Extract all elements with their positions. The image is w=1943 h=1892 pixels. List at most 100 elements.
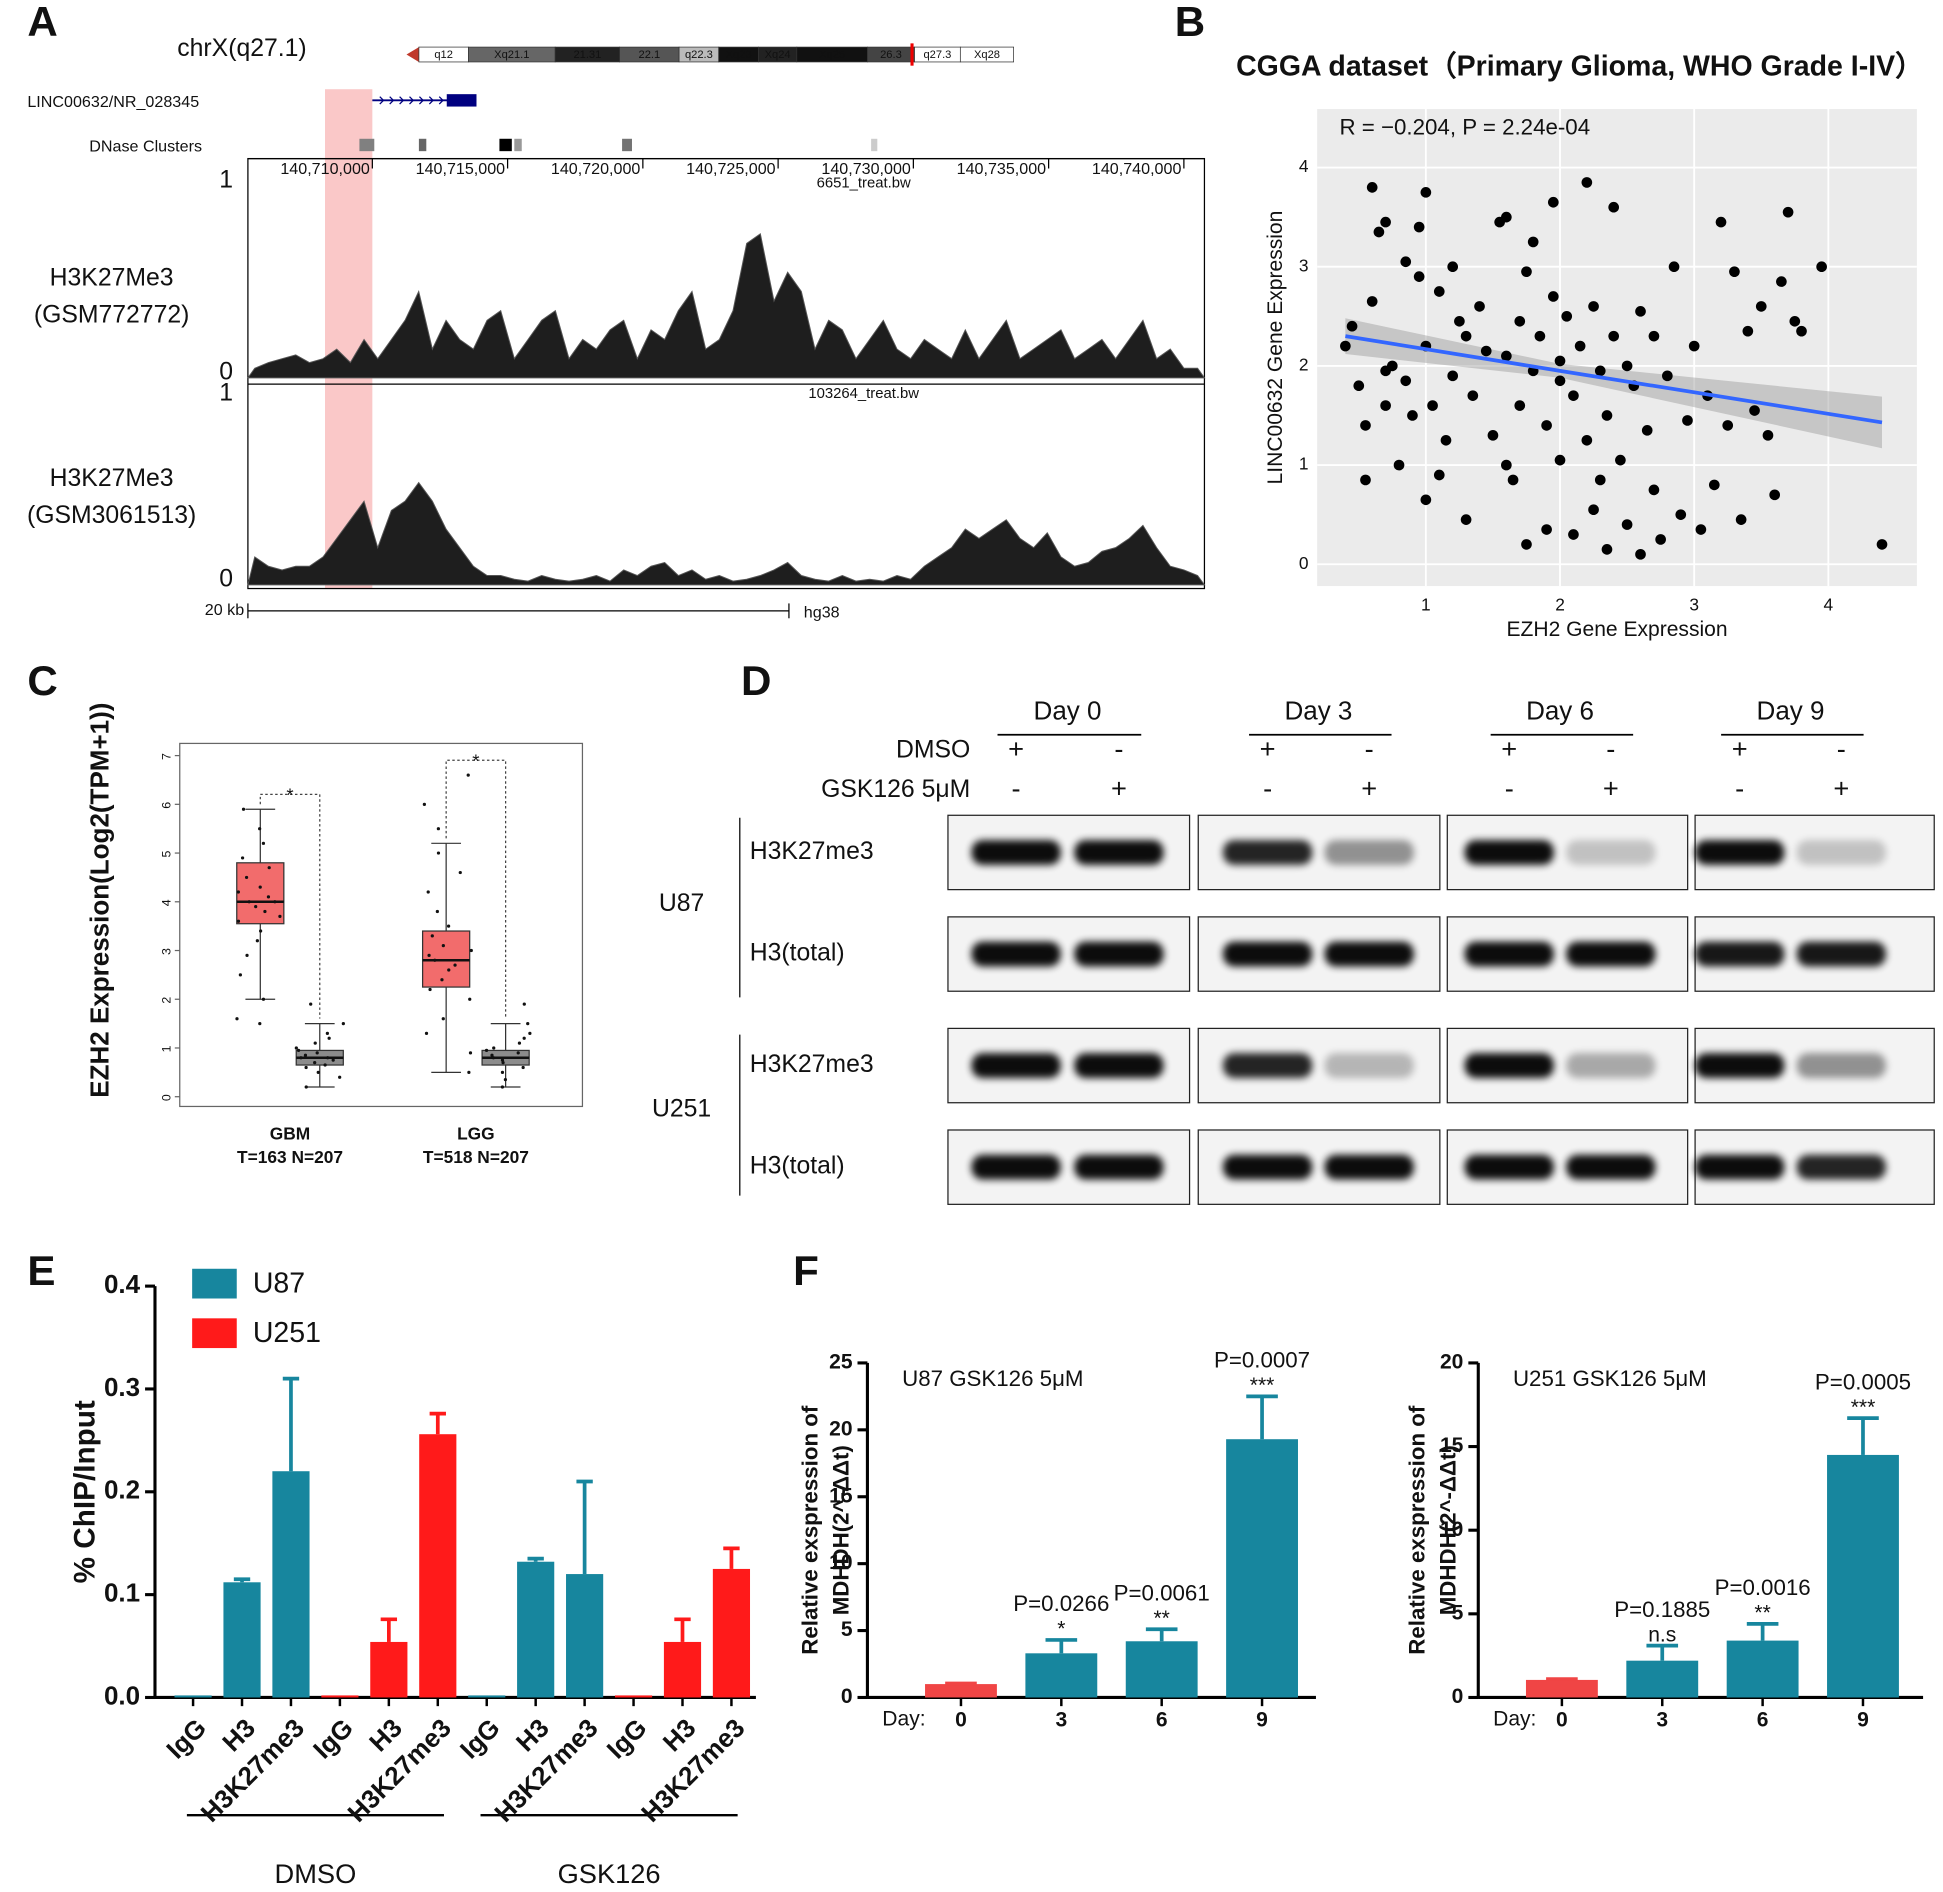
significance-stars: n.s [1648,1623,1676,1646]
track-name: (GSM3061513) [27,502,196,529]
scatter-point [1742,325,1754,337]
jitter-point [327,1036,331,1040]
scatter-point [1501,459,1512,471]
dnase-cluster [418,138,427,152]
jitter-point [428,987,432,992]
p-value-label: P=0.0266 [1013,1591,1109,1616]
treatment-sign: - [1114,733,1123,764]
track-file: 103264_treat.bw [808,386,919,402]
scatter-point [1682,415,1693,426]
y-tick-label: 2 [1299,354,1309,374]
chart-title: U251 GSK126 5μM [1513,1366,1707,1391]
bar [663,1641,702,1698]
y-axis-label: Relative exspression of [798,1405,823,1655]
significance-stars: * [1057,1618,1065,1641]
track-tick-label: 1 [219,166,233,193]
y-tick-label: 1 [1299,454,1309,474]
blot-band [971,840,1061,865]
signal-area [247,481,1206,586]
jitter-point [430,934,434,938]
treatment-sign: - [1505,773,1514,804]
scatter-point [1621,360,1633,372]
scatter-point [1816,261,1827,273]
gene-strand-arrow [428,96,434,105]
ideogram-band-label: 21.31 [573,49,601,61]
legend-label: U251 [253,1317,321,1349]
scatter-point [1782,206,1794,218]
jitter-point [440,978,444,982]
scatter-point [1427,400,1438,411]
blot-band [1796,941,1886,967]
panel-label: E [27,1247,55,1294]
blot-band [1324,1053,1414,1078]
jitter-point [500,1085,505,1089]
jitter-point [424,1031,429,1035]
treatment-sign: + [1833,773,1849,804]
y-tick-label: 0.1 [104,1578,140,1608]
scatter-point [1668,261,1680,273]
row-label: H3K27me3 [750,838,874,865]
jitter-point [304,1065,308,1070]
scatter-point [1588,301,1599,312]
bar [1025,1653,1098,1698]
jitter-point [266,895,271,899]
legend-label: U87 [253,1267,305,1299]
treatment-sign: + [1501,733,1517,764]
jitter-point [521,1065,525,1070]
y-axis-label: MDHDH(2^-ΔΔt) [1436,1445,1461,1615]
bar [174,1695,212,1698]
signal-area [246,233,1206,379]
treatment-label: DMSO [896,736,970,763]
blot-band [1566,1154,1656,1180]
gene-strand-arrow [389,96,395,105]
y-axis-label: MDHDH(2^-ΔΔt) [829,1445,854,1615]
ideogram-band-label: q27.3 [923,49,951,61]
treatment-sign: + [1732,733,1748,764]
scatter-point [1447,261,1459,273]
scatter-point [1876,539,1888,550]
x-tick-label: 6 [1156,1709,1168,1732]
blot-band [1796,840,1886,865]
significance-stars: ** [1754,1602,1770,1625]
scatter-point [1433,469,1445,481]
plot-frame [179,742,584,1108]
coordinate-label: 140,735,000 [957,160,1047,178]
x-tick-label: 3 [1055,1709,1067,1732]
dnase-label: DNase Clusters [89,138,202,156]
scatter-point [1547,291,1559,302]
scatter-point [1708,479,1720,491]
blot-band [1324,1154,1414,1180]
blot-band [1464,1154,1554,1180]
x-tick-label: GBM [270,1124,310,1144]
significance-stars: *** [1250,1374,1275,1397]
gene-strand-arrow [399,96,405,105]
bar [272,1471,310,1698]
scatter-point [1521,266,1532,278]
cell-line-label: U251 [652,1096,711,1123]
scatter-point [1762,429,1774,441]
jitter-point [433,958,437,962]
panel-label: F [793,1247,819,1294]
scatter-point [1413,271,1425,282]
jitter-point [326,1056,330,1060]
x-tick-label: 9 [1256,1709,1268,1732]
jitter-point [338,1075,342,1079]
scatter-point [1400,256,1412,268]
box [236,862,285,925]
y-tick-label: 5 [841,1618,853,1641]
scatter-point [1648,484,1660,496]
scatter-point [1547,196,1559,208]
ideogram-band-label: q22.3 [685,49,713,61]
y-tick-label: 0 [160,1094,174,1101]
scatter-point [1749,405,1760,416]
y-tick-label: 15 [829,1484,853,1507]
scatter-point [1440,434,1452,446]
jitter-point [236,890,240,894]
bar [1525,1679,1598,1698]
scatter-point [1655,534,1666,545]
y-tick-label: 5 [1452,1601,1464,1624]
chromosome-label: chrX(q27.1) [177,35,306,62]
jitter-point [436,827,440,831]
